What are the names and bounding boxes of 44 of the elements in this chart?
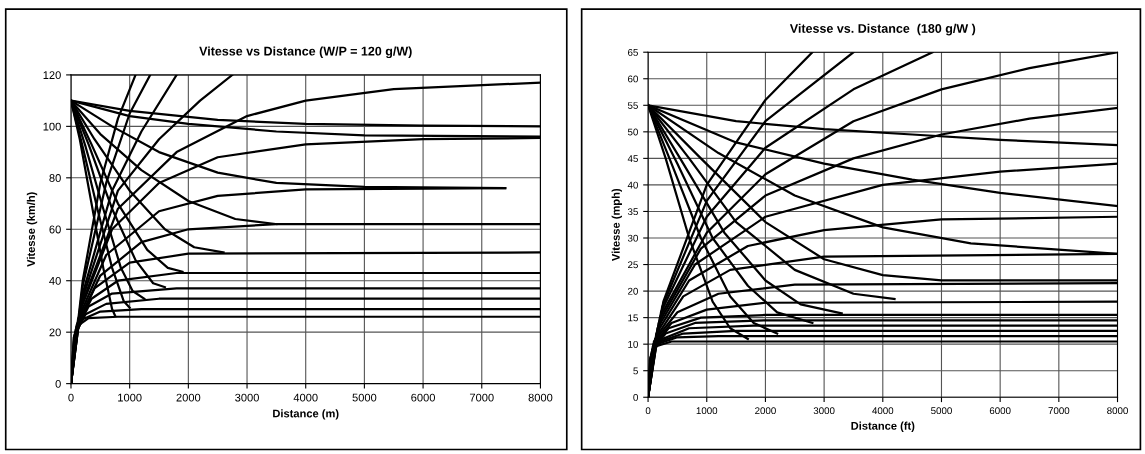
y-axis-title: Vitesse (mph) — [611, 188, 622, 261]
y-tick-label: 10 — [628, 340, 638, 348]
x-axis-title: Distance (m) — [273, 409, 339, 420]
x-tick-label: 6000 — [411, 393, 435, 402]
x-tick-label: 1000 — [696, 407, 718, 415]
y-tick-label: 60 — [628, 75, 638, 83]
y-tick-label: 100 — [43, 122, 61, 131]
y-tick-label: 40 — [49, 276, 61, 285]
y-tick-label: 30 — [627, 234, 638, 242]
y-tick-label: 45 — [627, 155, 638, 162]
y-tick-label: 40 — [627, 181, 638, 189]
y-tick-label: 0 — [55, 379, 61, 388]
x-tick-label: 0 — [645, 407, 651, 415]
y-tick-label: 80 — [49, 174, 61, 182]
x-tick-label: 4000 — [293, 393, 318, 402]
x-tick-label: 8000 — [528, 393, 553, 402]
x-tick-label: 2000 — [755, 407, 776, 415]
x-tick-label: 7000 — [1048, 407, 1070, 415]
y-tick-label: 5 — [633, 367, 638, 375]
x-tick-label: 6000 — [989, 407, 1011, 415]
x-tick-label: 2000 — [176, 393, 201, 402]
chart-title: Vitesse vs. Distance (180 g/W ) — [789, 23, 976, 36]
x-tick-label: 3000 — [813, 407, 835, 415]
y-tick-label: 20 — [628, 287, 638, 295]
x-tick-label: 5000 — [352, 393, 377, 402]
x-tick-label: 3000 — [235, 393, 259, 402]
y-tick-label: 25 — [628, 261, 638, 269]
x-tick-label: 7000 — [469, 393, 494, 402]
x-tick-label: 1000 — [118, 393, 142, 402]
y-tick-label: 15 — [628, 314, 638, 322]
y-tick-label: 120 — [43, 71, 61, 80]
y-tick-label: 65 — [628, 48, 638, 56]
x-axis-title: Distance (ft) — [851, 421, 915, 432]
y-tick-label: 55 — [627, 102, 638, 109]
y-tick-label: 60 — [49, 225, 61, 234]
x-tick-label: 8000 — [1107, 407, 1128, 415]
y-tick-label: 20 — [49, 328, 61, 337]
x-tick-label: 5000 — [931, 407, 952, 415]
x-tick-label: 0 — [68, 393, 74, 402]
chart-title: Vitesse vs Distance (W/P = 120 g/W) — [199, 46, 412, 59]
y-tick-label: 35 — [627, 208, 638, 216]
x-tick-label: 4000 — [872, 407, 894, 415]
y-tick-label: 50 — [627, 128, 638, 136]
y-axis-title: Vitesse (km/h) — [26, 192, 38, 267]
